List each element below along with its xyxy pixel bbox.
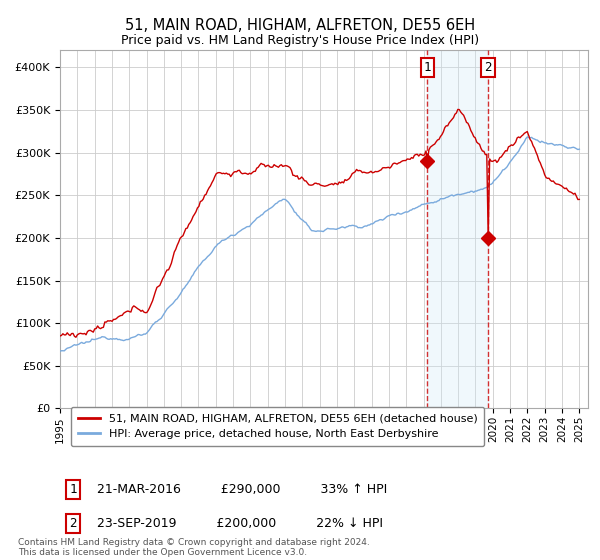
Text: 21-MAR-2016          £290,000          33% ↑ HPI: 21-MAR-2016 £290,000 33% ↑ HPI xyxy=(97,483,387,496)
Bar xyxy=(427,50,488,408)
Text: Price paid vs. HM Land Registry's House Price Index (HPI): Price paid vs. HM Land Registry's House … xyxy=(121,34,479,47)
Text: 2: 2 xyxy=(70,517,77,530)
Text: 2: 2 xyxy=(484,61,492,74)
Text: 1: 1 xyxy=(424,61,431,74)
Text: 23-SEP-2019          £200,000          22% ↓ HPI: 23-SEP-2019 £200,000 22% ↓ HPI xyxy=(97,517,383,530)
Legend: 51, MAIN ROAD, HIGHAM, ALFRETON, DE55 6EH (detached house), HPI: Average price, : 51, MAIN ROAD, HIGHAM, ALFRETON, DE55 6E… xyxy=(71,407,484,446)
Text: 1: 1 xyxy=(70,483,77,496)
Text: 51, MAIN ROAD, HIGHAM, ALFRETON, DE55 6EH: 51, MAIN ROAD, HIGHAM, ALFRETON, DE55 6E… xyxy=(125,18,475,32)
Text: Contains HM Land Registry data © Crown copyright and database right 2024.
This d: Contains HM Land Registry data © Crown c… xyxy=(18,538,370,557)
